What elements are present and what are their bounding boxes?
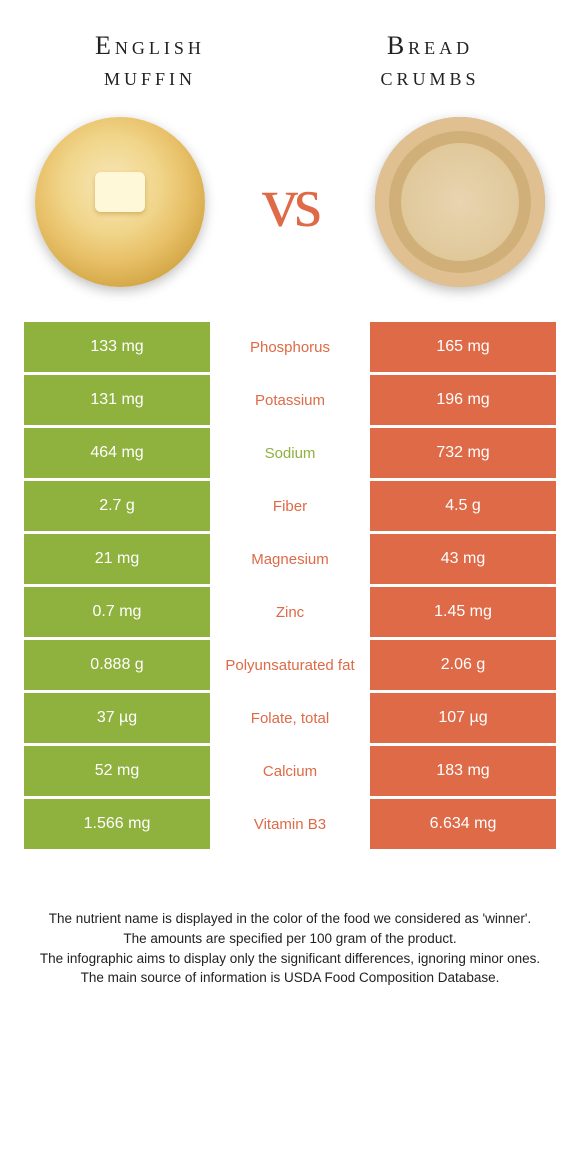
right-title-line1: Bread [387,31,473,60]
right-food-image [370,112,550,292]
left-title-line1: English [95,31,205,60]
images-row: vs [0,102,580,322]
crumbs-bowl-icon [375,117,545,287]
right-value-cell: 196 mg [370,375,556,425]
vs-label: vs [262,161,318,244]
muffin-icon [35,117,205,287]
left-value-cell: 0.7 mg [24,587,210,637]
left-food-image [30,112,210,292]
left-title-line2: muffin [104,62,196,91]
left-value-cell: 2.7 g [24,481,210,531]
left-value-cell: 21 mg [24,534,210,584]
left-value-cell: 1.566 mg [24,799,210,849]
table-row: 0.888 gPolyunsaturated fat2.06 g [24,640,556,690]
nutrient-name-cell: Fiber [210,481,370,531]
nutrient-name-cell: Sodium [210,428,370,478]
nutrient-name-cell: Calcium [210,746,370,796]
table-row: 2.7 gFiber4.5 g [24,481,556,531]
table-row: 52 mgCalcium183 mg [24,746,556,796]
table-row: 37 µgFolate, total107 µg [24,693,556,743]
right-value-cell: 43 mg [370,534,556,584]
nutrient-name-cell: Potassium [210,375,370,425]
left-value-cell: 133 mg [24,322,210,372]
right-title-line2: crumbs [380,62,479,91]
right-value-cell: 183 mg [370,746,556,796]
right-value-cell: 165 mg [370,322,556,372]
right-value-cell: 4.5 g [370,481,556,531]
table-row: 21 mgMagnesium43 mg [24,534,556,584]
footer-line: The main source of information is USDA F… [30,968,550,988]
table-row: 1.566 mgVitamin B36.634 mg [24,799,556,849]
right-value-cell: 1.45 mg [370,587,556,637]
table-row: 131 mgPotassium196 mg [24,375,556,425]
table-row: 0.7 mgZinc1.45 mg [24,587,556,637]
right-value-cell: 2.06 g [370,640,556,690]
left-value-cell: 131 mg [24,375,210,425]
nutrient-name-cell: Phosphorus [210,322,370,372]
footer-line: The nutrient name is displayed in the co… [30,909,550,929]
nutrient-name-cell: Folate, total [210,693,370,743]
left-value-cell: 464 mg [24,428,210,478]
nutrient-name-cell: Vitamin B3 [210,799,370,849]
left-value-cell: 52 mg [24,746,210,796]
footer-line: The amounts are specified per 100 gram o… [30,929,550,949]
left-food-title: English muffin [50,30,250,92]
right-value-cell: 732 mg [370,428,556,478]
right-value-cell: 6.634 mg [370,799,556,849]
footer-notes: The nutrient name is displayed in the co… [30,909,550,987]
nutrient-table: 133 mgPhosphorus165 mg131 mgPotassium196… [24,322,556,849]
right-food-title: Bread crumbs [330,30,530,92]
table-row: 133 mgPhosphorus165 mg [24,322,556,372]
left-value-cell: 37 µg [24,693,210,743]
left-value-cell: 0.888 g [24,640,210,690]
header: English muffin Bread crumbs [0,0,580,102]
right-value-cell: 107 µg [370,693,556,743]
nutrient-name-cell: Zinc [210,587,370,637]
table-row: 464 mgSodium732 mg [24,428,556,478]
nutrient-name-cell: Polyunsaturated fat [210,640,370,690]
nutrient-name-cell: Magnesium [210,534,370,584]
footer-line: The infographic aims to display only the… [30,949,550,969]
